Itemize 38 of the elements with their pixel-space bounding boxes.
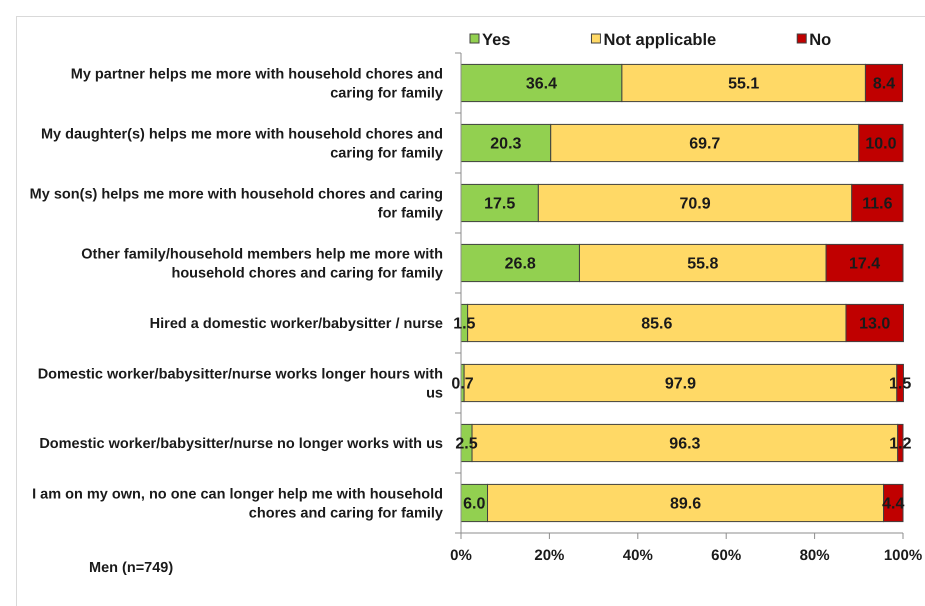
y-tick-label: My son(s) helps me more with household chores and caring for family: [30, 186, 443, 222]
data-label: 85.6: [641, 316, 672, 333]
data-label: 17.4: [848, 256, 880, 273]
x-tick-label: 20%: [534, 547, 564, 564]
text: Men (n=749): [89, 560, 174, 576]
data-label: 97.9: [664, 376, 696, 393]
legend-label: Yes: [482, 30, 510, 49]
y-tick-label: Domestic worker/babysitter/nurse works longer hours with us: [38, 366, 443, 402]
legend-label: No: [809, 30, 832, 49]
y-tick-label: Hired a domestic worker/babysitter / nurse: [150, 316, 443, 332]
x-tick-label: 100%: [884, 547, 922, 564]
y-tick-label: My partner helps me more with household chores and caring for family: [70, 66, 443, 102]
y-tick-label: Other family/household members help me more with household chores and caring for family: [81, 246, 443, 282]
data-label: 55.1: [728, 76, 760, 93]
data-label: 20.3: [490, 136, 522, 153]
x-tick-label: 0%: [450, 547, 472, 564]
data-label: 6.0: [463, 496, 486, 513]
x-tick-label: 80%: [800, 547, 830, 564]
data-label: 13.0: [859, 316, 890, 333]
data-label: 26.8: [504, 256, 536, 273]
x-tick-label: 40%: [622, 547, 653, 564]
data-label: 1.5: [889, 376, 912, 393]
data-label: 17.5: [484, 196, 516, 213]
y-tick-label: Domestic worker/babysitter/nurse no longer works with us: [39, 436, 443, 452]
legend-label: Not applicable: [603, 30, 716, 49]
y-tick-label: My daughter(s) helps me more with household chores and caring for family: [40, 126, 443, 162]
data-label: 96.3: [669, 436, 701, 453]
data-label: 36.4: [526, 76, 558, 93]
data-label: 55.8: [687, 256, 718, 273]
data-label: 10.0: [865, 136, 897, 153]
data-label: 1.2: [889, 436, 912, 453]
data-label: 70.9: [679, 196, 711, 213]
y-tick-label: I am on my own, no one can longer help me with household chores and caring for family: [32, 486, 443, 522]
x-tick-label: 60%: [711, 547, 742, 564]
data-label: 69.7: [689, 136, 720, 153]
data-label: 8.4: [872, 76, 896, 93]
data-label: 11.6: [862, 196, 893, 213]
data-label: 89.6: [670, 496, 702, 513]
